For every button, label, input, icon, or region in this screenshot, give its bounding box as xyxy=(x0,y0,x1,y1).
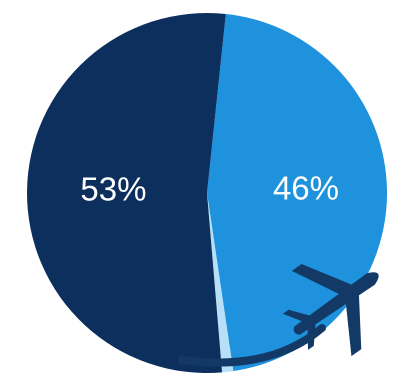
airplane-wing-upper xyxy=(291,263,354,295)
pie-slice-2 xyxy=(207,193,234,373)
pie-slice-0 xyxy=(26,12,226,374)
airplane-wing-lower xyxy=(345,293,362,357)
airplane-icon xyxy=(178,263,379,367)
pie-label-1: 46% xyxy=(273,170,339,207)
airplane-fuselage xyxy=(293,272,379,335)
pie-label-0: 53% xyxy=(80,171,146,208)
airplane-tail-lower xyxy=(307,322,316,350)
pie-labels: 46% 53% xyxy=(80,170,339,208)
airplane-tail-upper xyxy=(282,309,312,322)
